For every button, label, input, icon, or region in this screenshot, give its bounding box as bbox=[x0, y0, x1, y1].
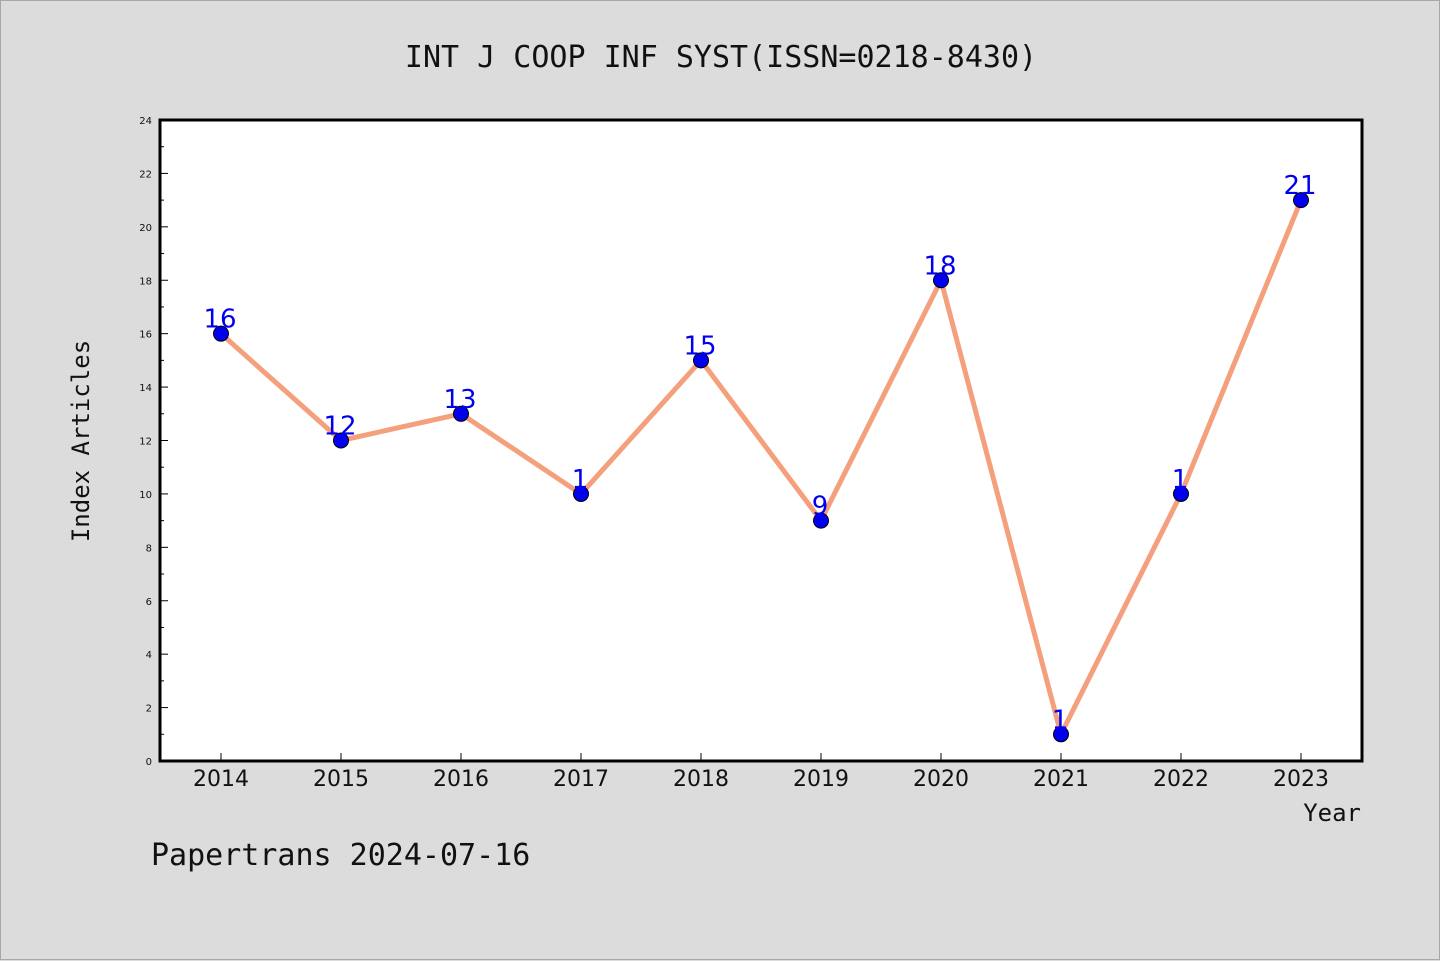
chart-title: INT J COOP INF SYST(ISSN=0218-8430) bbox=[405, 40, 1037, 75]
y-tick-label: 24 bbox=[139, 116, 152, 127]
data-point bbox=[573, 485, 589, 502]
x-axis-title: Year bbox=[1303, 799, 1361, 827]
x-tick-label: 2021 bbox=[1033, 767, 1089, 792]
x-tick-label: 2014 bbox=[193, 767, 249, 792]
x-tick-label: 2016 bbox=[433, 767, 489, 792]
x-tick-label: 2018 bbox=[673, 767, 729, 792]
x-tick-label: 2023 bbox=[1273, 767, 1329, 792]
x-tick-label: 2020 bbox=[913, 767, 969, 792]
y-tick-label: 8 bbox=[146, 543, 152, 554]
footer-credit: Papertrans 2024-07-16 bbox=[151, 838, 530, 873]
y-tick-label: 0 bbox=[146, 757, 152, 768]
data-label: 18 bbox=[923, 251, 956, 281]
data-point bbox=[693, 352, 709, 369]
data-point bbox=[1293, 192, 1309, 209]
y-tick-label: 22 bbox=[139, 169, 152, 180]
data-point bbox=[333, 432, 349, 449]
data-markers bbox=[213, 192, 1309, 743]
data-labels: 16 12 13 1 15 9 18 1 1 21 bbox=[203, 171, 1316, 735]
y-tick-label: 10 bbox=[139, 490, 152, 501]
y-tick-label: 14 bbox=[139, 383, 152, 394]
y-tick-label: 12 bbox=[139, 437, 152, 448]
x-tick-label: 2015 bbox=[313, 767, 369, 792]
x-tick-label: 2019 bbox=[793, 767, 849, 792]
data-label: 16 bbox=[203, 305, 236, 335]
data-label: 15 bbox=[683, 331, 716, 361]
data-label: 9 bbox=[812, 492, 829, 522]
data-point bbox=[1053, 726, 1069, 743]
data-point bbox=[1173, 485, 1189, 502]
data-label: 1 bbox=[572, 465, 589, 495]
data-point bbox=[933, 272, 949, 289]
y-tick-label: 18 bbox=[139, 276, 152, 287]
series-line bbox=[219, 199, 1304, 737]
y-tick-label: 16 bbox=[139, 330, 152, 341]
data-label: 12 bbox=[323, 412, 356, 442]
data-point bbox=[213, 325, 229, 342]
x-axis: 2014 2015 2016 2017 2018 2019 2020 2021 2022 2023 bbox=[193, 753, 1329, 792]
data-point bbox=[813, 512, 829, 529]
y-tick-label: 6 bbox=[146, 597, 152, 608]
y-tick-label: 4 bbox=[146, 650, 152, 661]
x-tick-label: 2017 bbox=[553, 767, 609, 792]
y-tick-label: 20 bbox=[139, 223, 152, 234]
x-tick-label: 2022 bbox=[1153, 767, 1209, 792]
data-label: 1 bbox=[1052, 705, 1069, 735]
data-point bbox=[453, 405, 469, 422]
data-label: 1 bbox=[1172, 465, 1189, 495]
y-axis-title: Index Articles bbox=[67, 340, 95, 542]
y-tick-label: 2 bbox=[146, 704, 152, 715]
data-label: 13 bbox=[443, 385, 476, 415]
data-label: 21 bbox=[1283, 171, 1316, 201]
